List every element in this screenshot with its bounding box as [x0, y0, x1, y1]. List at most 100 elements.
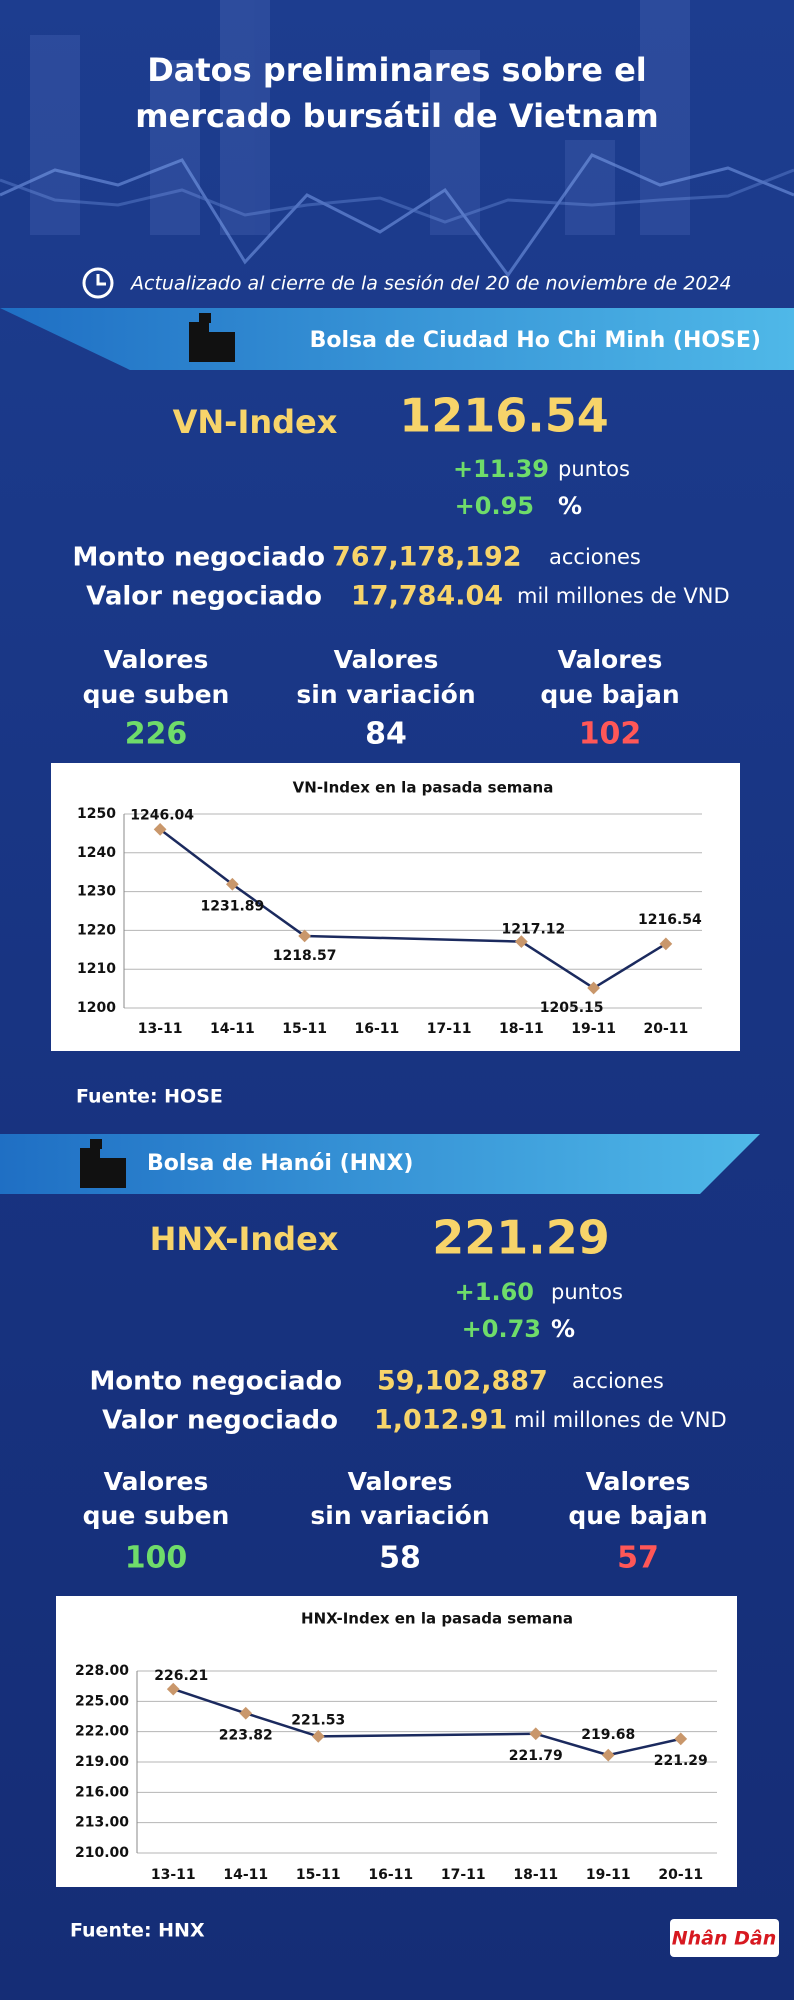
y-tick-label: 213.00	[75, 1815, 129, 1831]
line-segment	[592, 942, 667, 990]
y-tick-label: 222.00	[75, 1724, 129, 1740]
breadth-label: sin variación	[310, 1501, 489, 1530]
percent-unit: %	[551, 1315, 575, 1343]
x-tick-label: 13-11	[151, 1867, 196, 1883]
data-label: 226.21	[154, 1668, 208, 1684]
value-unit: mil millones de VND	[517, 584, 730, 608]
breadth-count: 57	[617, 1541, 659, 1576]
breadth-count: 226	[125, 717, 188, 752]
x-tick-label: 15-11	[282, 1021, 327, 1037]
volume: 767,178,192	[332, 542, 522, 573]
data-label: 219.68	[581, 1727, 635, 1743]
x-tick-label: 17-11	[441, 1867, 486, 1883]
line-segment	[231, 883, 306, 937]
breadth-count: 102	[579, 717, 642, 752]
y-tick-label: 219.00	[75, 1754, 129, 1770]
y-tick-label: 1200	[77, 1000, 116, 1016]
x-tick-label: 13-11	[138, 1021, 183, 1037]
change-points: +11.39	[453, 455, 549, 483]
data-label: 221.29	[654, 1753, 708, 1769]
breadth-count: 58	[379, 1541, 421, 1576]
exchange-name: Bolsa de Hanói (HNX)	[147, 1151, 413, 1176]
index-name: HNX-Index	[150, 1220, 339, 1258]
breadth-label: Valores	[334, 645, 439, 674]
breadth-label: Valores	[104, 645, 209, 674]
logo: Nhân Dân	[672, 1928, 777, 1950]
y-tick-label: 1250	[77, 806, 116, 822]
points-unit: puntos	[551, 1280, 623, 1304]
line-segment	[304, 934, 522, 943]
chart-panel	[51, 763, 740, 1051]
y-tick-label: 216.00	[75, 1784, 129, 1800]
index-value: 221.29	[432, 1211, 610, 1265]
data-label: 1205.15	[540, 1000, 604, 1016]
source: Fuente: HNX	[70, 1920, 205, 1942]
x-tick-label: 14-11	[223, 1867, 268, 1883]
x-tick-label: 20-11	[643, 1021, 688, 1037]
y-tick-label: 1230	[77, 884, 116, 900]
breadth-count: 100	[125, 1541, 188, 1576]
line-segment	[159, 828, 234, 886]
change-percent: +0.95	[455, 492, 534, 520]
x-tick-label: 16-11	[354, 1021, 399, 1037]
data-label: 223.82	[219, 1727, 273, 1743]
clock-icon	[82, 267, 114, 299]
line-segment	[318, 1732, 536, 1738]
line-segment	[520, 940, 595, 990]
line-segment	[607, 1737, 682, 1757]
breadth-label: Valores	[586, 1467, 691, 1496]
updated-note: Actualizado al cierre de la sesión del 2…	[129, 273, 732, 295]
title: Datos preliminares sobre el	[147, 51, 647, 89]
breadth-label: que suben	[83, 680, 230, 709]
x-tick-label: 19-11	[571, 1021, 616, 1037]
x-tick-label: 18-11	[513, 1867, 558, 1883]
change-percent: +0.73	[462, 1315, 541, 1343]
exchange-name: Bolsa de Ciudad Ho Chi Minh (HOSE)	[310, 328, 761, 353]
breadth-label: Valores	[348, 1467, 453, 1496]
y-tick-label: 210.00	[75, 1845, 129, 1861]
volume-unit: acciones	[549, 545, 641, 569]
points-unit: puntos	[558, 457, 630, 481]
breadth-label: Valores	[104, 1467, 209, 1496]
decor-bars	[30, 0, 690, 235]
chart-title: VN-Index en la pasada semana	[293, 779, 554, 797]
volume: 59,102,887	[377, 1366, 548, 1397]
value: 1,012.91	[374, 1405, 507, 1436]
x-tick-label: 16-11	[368, 1867, 413, 1883]
line-segment	[245, 1712, 319, 1738]
data-label: 1218.57	[273, 948, 337, 964]
index-name: VN-Index	[173, 403, 338, 441]
volume-label: Monto negociado	[72, 543, 325, 573]
value-label: Valor negociado	[102, 1406, 338, 1436]
breadth-label: que suben	[83, 1501, 230, 1530]
y-tick-label: 228.00	[75, 1663, 129, 1679]
index-value: 1216.54	[399, 389, 609, 443]
chart-panel	[56, 1596, 737, 1887]
value-unit: mil millones de VND	[514, 1408, 727, 1432]
x-tick-label: 14-11	[210, 1021, 255, 1037]
y-tick-label: 1210	[77, 961, 116, 977]
x-tick-label: 19-11	[586, 1867, 631, 1883]
volume-unit: acciones	[572, 1369, 664, 1393]
breadth-label: que bajan	[568, 1501, 707, 1530]
breadth-count: 84	[365, 717, 407, 752]
volume-label: Monto negociado	[89, 1367, 342, 1397]
data-label: 221.53	[291, 1712, 345, 1728]
breadth-label: que bajan	[540, 680, 679, 709]
value: 17,784.04	[351, 581, 503, 612]
hnx-building-icon	[80, 1139, 126, 1188]
x-tick-label: 17-11	[427, 1021, 472, 1037]
data-label: 1231.89	[200, 898, 264, 914]
breadth-label: sin variación	[296, 680, 475, 709]
value-label: Valor negociado	[86, 582, 322, 612]
x-tick-label: 18-11	[499, 1021, 544, 1037]
data-label: 1246.04	[130, 807, 194, 823]
line-segment	[172, 1687, 247, 1715]
data-label: 1217.12	[501, 922, 565, 938]
line-segment	[535, 1732, 609, 1757]
y-tick-label: 1240	[77, 845, 116, 861]
title: mercado bursátil de Vietnam	[135, 97, 659, 135]
x-tick-label: 15-11	[296, 1867, 341, 1883]
